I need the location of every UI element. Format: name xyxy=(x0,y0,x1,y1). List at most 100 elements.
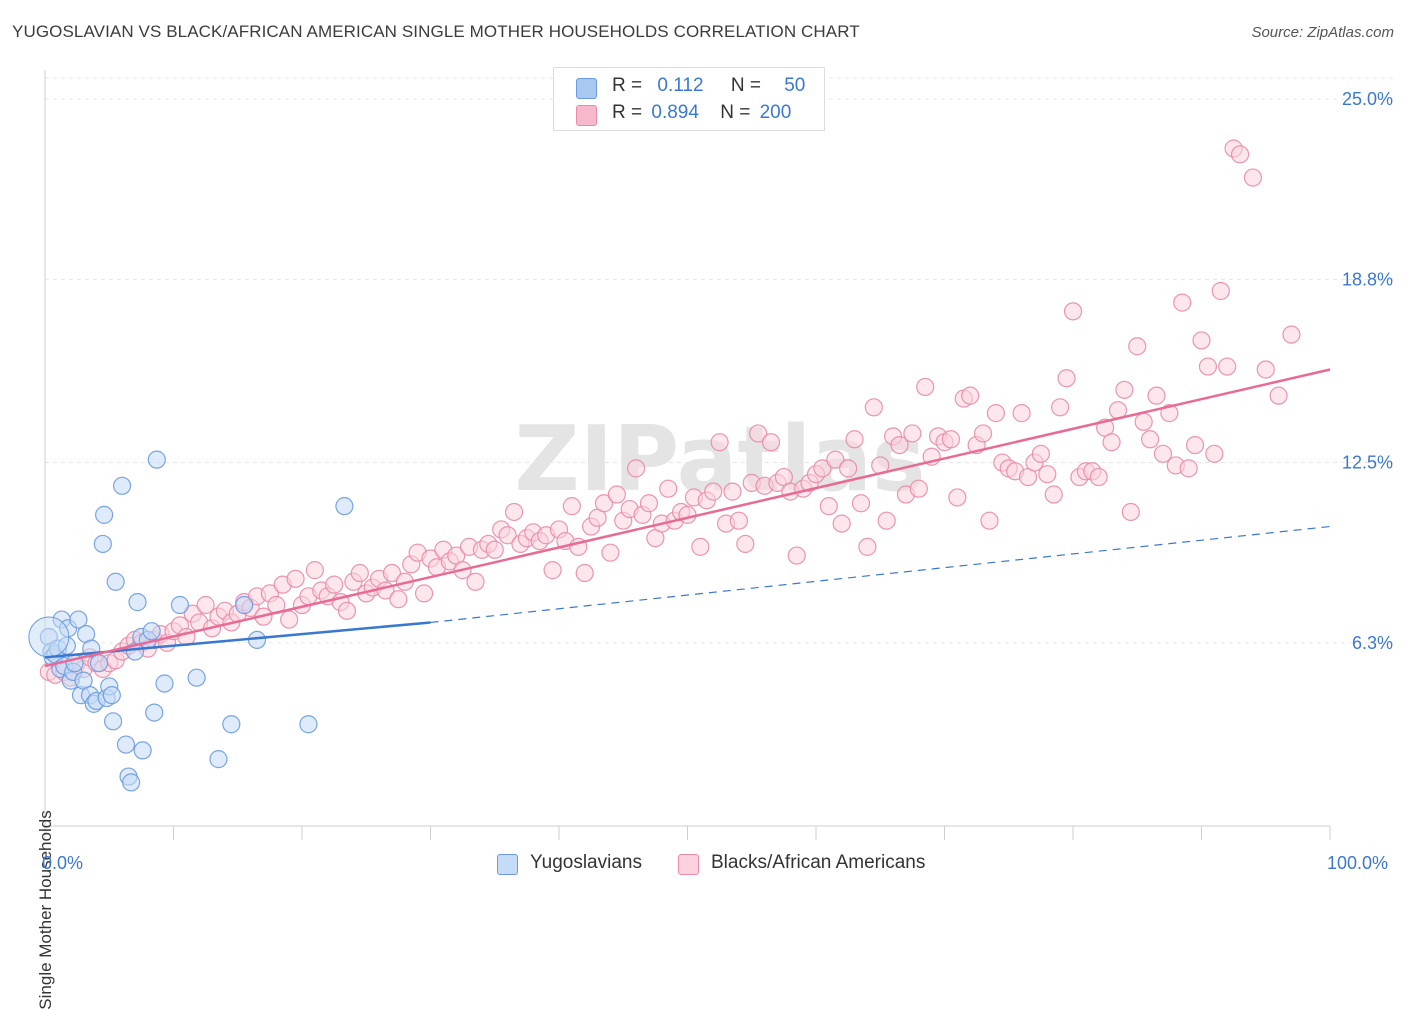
data-point xyxy=(729,511,749,530)
data-point xyxy=(235,595,254,615)
data-point-large xyxy=(28,616,70,658)
series-yugoslavians-points xyxy=(28,450,354,792)
data-point xyxy=(813,459,832,478)
data-point xyxy=(106,572,125,591)
data-point xyxy=(1102,433,1121,452)
grid-lines xyxy=(45,77,1395,644)
scatter-chart: ZIPatlas 6.3%12.5%18.8%25.0% xyxy=(28,70,1395,840)
data-point xyxy=(659,479,678,498)
x-tick-label-min: 0.0% xyxy=(42,853,84,873)
data-point xyxy=(466,572,485,591)
data-point xyxy=(95,505,114,524)
data-point xyxy=(594,494,614,513)
data-point xyxy=(1185,435,1205,455)
data-point xyxy=(389,590,408,609)
data-point xyxy=(1051,398,1070,417)
data-point xyxy=(1012,404,1031,423)
data-point xyxy=(147,450,166,469)
data-point xyxy=(196,595,215,615)
data-point xyxy=(1243,168,1263,187)
data-point xyxy=(980,511,999,530)
legend-label: Yugoslavians xyxy=(530,852,642,873)
data-point xyxy=(112,476,132,495)
data-point xyxy=(142,622,161,641)
data-point xyxy=(704,482,723,501)
data-point xyxy=(305,561,324,580)
data-point xyxy=(986,404,1006,423)
data-point xyxy=(832,514,851,533)
y-tick-label: 12.5% xyxy=(1342,453,1393,473)
data-point xyxy=(1198,357,1218,376)
data-point xyxy=(710,433,729,452)
data-point xyxy=(678,505,697,524)
data-point xyxy=(145,703,164,722)
data-point xyxy=(607,485,626,504)
data-point xyxy=(286,569,305,588)
data-point xyxy=(1179,459,1198,478)
data-point xyxy=(1173,293,1192,312)
data-point xyxy=(280,610,299,629)
data-point xyxy=(325,575,344,594)
data-point xyxy=(864,398,883,417)
y-tick-label: 18.8% xyxy=(1342,269,1393,289)
data-point xyxy=(116,735,136,754)
data-point xyxy=(749,424,768,443)
legend-swatch-yugoslavians xyxy=(497,854,518,875)
n-value: 50 xyxy=(784,75,806,96)
data-point xyxy=(1282,325,1301,344)
data-point xyxy=(498,526,517,545)
data-point xyxy=(1121,502,1140,522)
data-point xyxy=(1147,386,1166,405)
series-legend: Yugoslavians Blacks/African Americans xyxy=(0,851,1406,877)
y-tick-label: 25.0% xyxy=(1342,89,1393,109)
legend-swatch-blacks xyxy=(576,105,597,126)
data-point xyxy=(222,715,241,734)
r-value: 0.894 xyxy=(651,102,699,123)
data-point xyxy=(941,430,961,449)
data-point xyxy=(973,424,993,443)
data-point xyxy=(543,561,562,580)
data-point xyxy=(839,459,858,478)
chart-title: YUGOSLAVIAN VS BLACK/AFRICAN AMERICAN SI… xyxy=(12,22,860,41)
data-point xyxy=(1192,331,1211,350)
r-value: 0.112 xyxy=(657,75,704,96)
data-point xyxy=(723,482,742,501)
axes xyxy=(44,70,1331,840)
data-point xyxy=(414,584,434,603)
data-point xyxy=(299,715,318,734)
r-label: R = xyxy=(612,75,643,96)
n-value: 200 xyxy=(759,102,792,123)
y-axis-label: Single Mother Households xyxy=(36,810,55,1010)
data-point xyxy=(845,430,864,449)
data-point xyxy=(1230,145,1250,164)
n-label: N = xyxy=(730,75,761,96)
data-point xyxy=(1140,430,1160,449)
data-point xyxy=(909,479,928,498)
data-point xyxy=(787,546,806,565)
data-point xyxy=(819,497,838,516)
y-tick-labels: 6.3% 12.5% 18.8% 25.0% xyxy=(1342,89,1393,653)
data-point xyxy=(851,494,871,513)
trend-line-extension xyxy=(430,525,1331,624)
data-point xyxy=(1256,360,1275,379)
data-point xyxy=(948,488,967,507)
legend-swatch-yugoslavians xyxy=(576,78,597,99)
data-point xyxy=(601,543,620,562)
data-point xyxy=(916,377,935,397)
data-point xyxy=(877,511,896,530)
data-point xyxy=(1134,412,1153,431)
data-point xyxy=(335,497,354,516)
data-point xyxy=(1044,485,1063,504)
data-point xyxy=(155,674,174,693)
legend-swatch-blacks xyxy=(678,854,699,875)
data-point xyxy=(350,563,369,583)
data-point xyxy=(1128,337,1147,356)
data-point xyxy=(761,433,781,452)
data-point xyxy=(1038,465,1057,484)
n-label: N = xyxy=(720,102,751,123)
data-point xyxy=(961,386,980,405)
data-point xyxy=(170,595,190,615)
data-point xyxy=(93,534,112,554)
data-point xyxy=(102,686,121,705)
data-point xyxy=(736,534,755,554)
